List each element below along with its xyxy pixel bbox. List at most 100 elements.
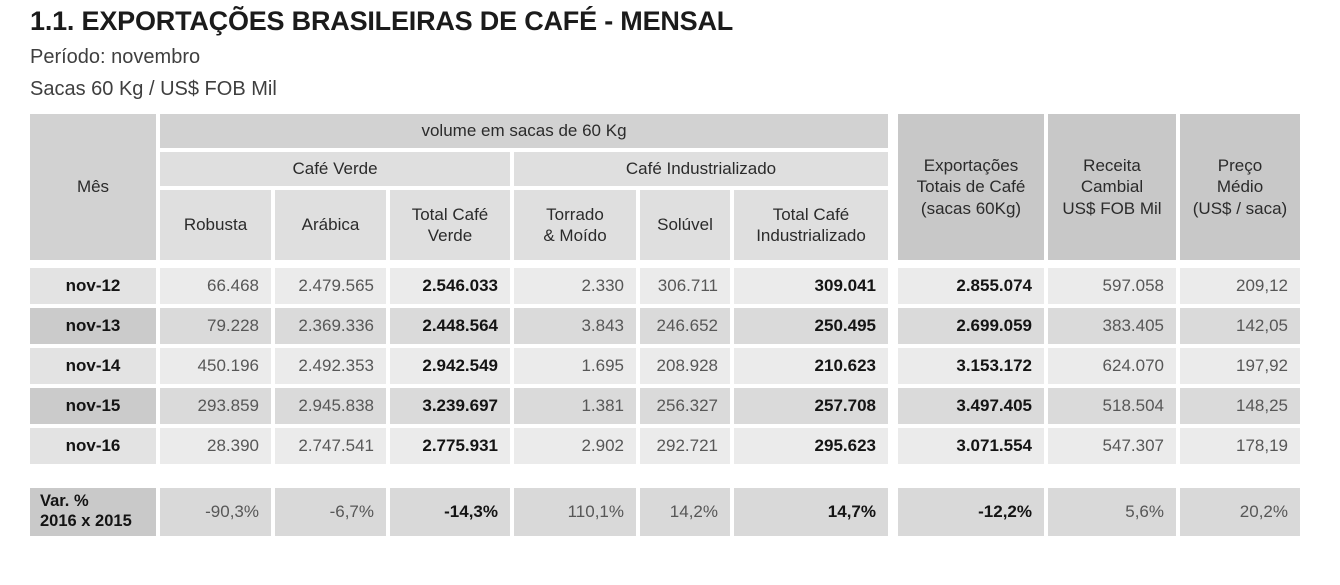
report-page: 1.1. EXPORTAÇÕES BRASILEIRAS DE CAFÉ - M… xyxy=(26,6,1304,540)
header-line: Médio xyxy=(1216,177,1264,197)
cell-total-cafe-verde: -14,3% xyxy=(390,488,510,536)
header-line: Receita xyxy=(1083,156,1141,176)
cell-total-cafe-verde: 2.546.033 xyxy=(390,268,510,304)
header-line: (sacas 60Kg) xyxy=(920,198,1022,218)
cell-total-cafe-industrializado: 309.041 xyxy=(734,268,888,304)
col-header-torrado-moido: Torrado & Moído xyxy=(514,190,636,260)
cell-soluvel: 306.711 xyxy=(640,268,730,304)
cell-total-cafe-verde: 3.239.697 xyxy=(390,388,510,424)
variation-label-line: Var. % xyxy=(40,492,89,511)
column-spacer xyxy=(892,488,894,536)
row-label-variation: Var. % 2016 x 2015 xyxy=(30,488,156,536)
page-title: 1.1. EXPORTAÇÕES BRASILEIRAS DE CAFÉ - M… xyxy=(30,6,734,36)
row-label: nov-12 xyxy=(30,268,156,304)
cell-preco-medio: 178,19 xyxy=(1180,428,1300,464)
cell-total-cafe-industrializado: 295.623 xyxy=(734,428,888,464)
cell-torrado-moido: 1.381 xyxy=(514,388,636,424)
cell-robusta: 293.859 xyxy=(160,388,271,424)
table-row-variation: Var. % 2016 x 2015 -90,3% -6,7% -14,3% 1… xyxy=(30,488,1300,536)
variation-label-line: 2016 x 2015 xyxy=(40,512,132,530)
cell-total-cafe-verde: 2.775.931 xyxy=(390,428,510,464)
units-label: Sacas 60 Kg / US$ FOB Mil xyxy=(30,78,277,100)
body-variation-separator xyxy=(30,468,1300,484)
cell-robusta: 450.196 xyxy=(160,348,271,384)
row-label: nov-16 xyxy=(30,428,156,464)
cell-exportacoes-totais: 3.071.554 xyxy=(898,428,1044,464)
cell-preco-medio: 142,05 xyxy=(1180,308,1300,344)
row-label: nov-14 xyxy=(30,348,156,384)
column-spacer xyxy=(892,428,894,464)
group-header-volume: volume em sacas de 60 Kg xyxy=(160,114,888,148)
header-line: Total Café xyxy=(772,204,850,224)
table-row-nov-12: nov-12 66.468 2.479.565 2.546.033 2.330 … xyxy=(30,268,1300,304)
col-header-mes: Mês xyxy=(30,114,156,260)
cell-soluvel: 256.327 xyxy=(640,388,730,424)
cell-soluvel: 246.652 xyxy=(640,308,730,344)
header-line: Industrializado xyxy=(756,226,866,245)
cell-arabica: 2.479.565 xyxy=(275,268,386,304)
cell-receita-cambial: 5,6% xyxy=(1048,488,1176,536)
cell-torrado-moido: 110,1% xyxy=(514,488,636,536)
cell-receita-cambial: 383.405 xyxy=(1048,308,1176,344)
column-spacer xyxy=(892,388,894,424)
header-line: Total Café xyxy=(411,204,489,224)
header-line: Cambial xyxy=(1080,177,1144,197)
group-header-cafe-industrializado: Café Industrializado xyxy=(514,152,888,186)
row-label: nov-15 xyxy=(30,388,156,424)
column-spacer xyxy=(892,114,894,260)
cell-torrado-moido: 2.330 xyxy=(514,268,636,304)
cell-total-cafe-industrializado: 250.495 xyxy=(734,308,888,344)
cell-torrado-moido: 2.902 xyxy=(514,428,636,464)
cell-robusta: 79.228 xyxy=(160,308,271,344)
cell-arabica: 2.747.541 xyxy=(275,428,386,464)
col-header-preco-medio: Preço Médio (US$ / saca) xyxy=(1180,114,1300,260)
col-header-total-cafe-verde: Total Café Verde xyxy=(390,190,510,260)
coffee-exports-table: Mês volume em sacas de 60 Kg Exportações… xyxy=(26,110,1304,540)
header-line: & Moído xyxy=(543,226,607,245)
cell-preco-medio: 209,12 xyxy=(1180,268,1300,304)
header-line: Exportações xyxy=(923,156,1019,176)
cell-total-cafe-industrializado: 210.623 xyxy=(734,348,888,384)
cell-total-cafe-industrializado: 257.708 xyxy=(734,388,888,424)
cell-robusta: -90,3% xyxy=(160,488,271,536)
cell-exportacoes-totais: -12,2% xyxy=(898,488,1044,536)
table-row-nov-14: nov-14 450.196 2.492.353 2.942.549 1.695… xyxy=(30,348,1300,384)
group-header-cafe-verde: Café Verde xyxy=(160,152,510,186)
cell-receita-cambial: 597.058 xyxy=(1048,268,1176,304)
column-spacer xyxy=(892,348,894,384)
cell-arabica: 2.369.336 xyxy=(275,308,386,344)
column-spacer xyxy=(892,308,894,344)
col-header-receita-cambial: Receita Cambial US$ FOB Mil xyxy=(1048,114,1176,260)
cell-preco-medio: 197,92 xyxy=(1180,348,1300,384)
table-row-nov-15: nov-15 293.859 2.945.838 3.239.697 1.381… xyxy=(30,388,1300,424)
cell-torrado-moido: 1.695 xyxy=(514,348,636,384)
cell-exportacoes-totais: 3.153.172 xyxy=(898,348,1044,384)
cell-robusta: 66.468 xyxy=(160,268,271,304)
cell-receita-cambial: 518.504 xyxy=(1048,388,1176,424)
cell-robusta: 28.390 xyxy=(160,428,271,464)
header-line: Verde xyxy=(427,226,473,245)
cell-arabica: -6,7% xyxy=(275,488,386,536)
header-line: Torrado xyxy=(546,204,604,224)
col-header-exportacoes-totais: Exportações Totais de Café (sacas 60Kg) xyxy=(898,114,1044,260)
header-line: (US$ / saca) xyxy=(1192,198,1288,218)
cell-receita-cambial: 624.070 xyxy=(1048,348,1176,384)
cell-soluvel: 14,2% xyxy=(640,488,730,536)
period-label: Período: novembro xyxy=(30,46,201,68)
cell-soluvel: 292.721 xyxy=(640,428,730,464)
table-row-nov-13: nov-13 79.228 2.369.336 2.448.564 3.843 … xyxy=(30,308,1300,344)
table-row-nov-16: nov-16 28.390 2.747.541 2.775.931 2.902 … xyxy=(30,428,1300,464)
cell-receita-cambial: 547.307 xyxy=(1048,428,1176,464)
cell-total-cafe-verde: 2.448.564 xyxy=(390,308,510,344)
col-header-arabica: Arábica xyxy=(275,190,386,260)
row-label: nov-13 xyxy=(30,308,156,344)
cell-total-cafe-verde: 2.942.549 xyxy=(390,348,510,384)
header-line: US$ FOB Mil xyxy=(1062,198,1162,218)
cell-torrado-moido: 3.843 xyxy=(514,308,636,344)
cell-arabica: 2.492.353 xyxy=(275,348,386,384)
cell-arabica: 2.945.838 xyxy=(275,388,386,424)
header-line: Preço xyxy=(1217,156,1263,176)
col-header-total-cafe-industrializado: Total Café Industrializado xyxy=(734,190,888,260)
cell-exportacoes-totais: 2.699.059 xyxy=(898,308,1044,344)
cell-preco-medio: 20,2% xyxy=(1180,488,1300,536)
